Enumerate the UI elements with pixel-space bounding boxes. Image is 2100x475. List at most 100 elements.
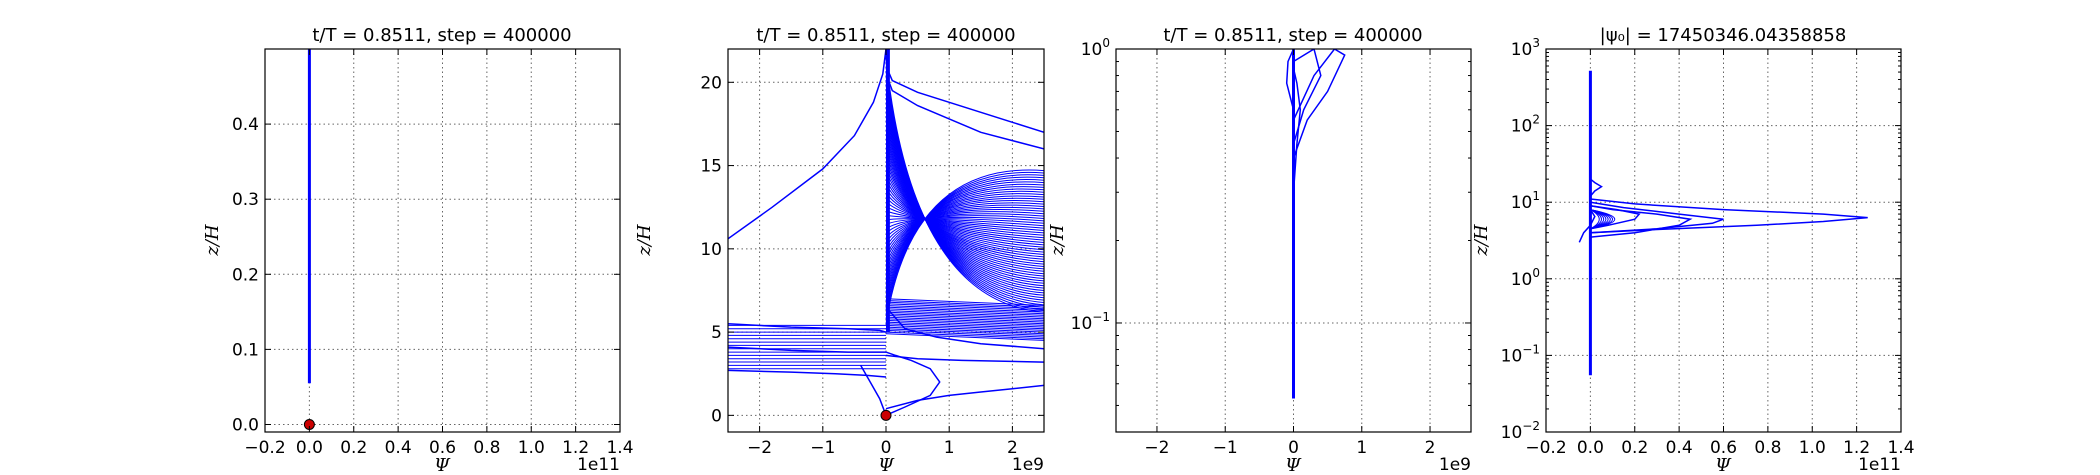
subplot-1-y-tick-label-3: 0.3: [232, 190, 259, 210]
subplot-2-fan-line-48: [885, 195, 1044, 275]
subplot-4-y-tick-label-2: 100: [1511, 266, 1540, 290]
subplot-1-x-tick-label-7: 1.2: [562, 438, 589, 458]
subplot-2-right-band-line-21: [885, 298, 1044, 306]
subplot-4-series-line-5: [1589, 178, 1603, 197]
subplot-2-y-tick-label-0: 0: [711, 406, 722, 426]
subplot-2-x-scale-label: 1e9: [1012, 455, 1044, 475]
subplot-2-fan-line-35: [885, 214, 1044, 229]
subplot-2-right-band-line-8: [885, 319, 1044, 328]
subplot-2-fan-line-34: [885, 210, 1044, 231]
subplot-4-series-line-6: [1590, 201, 1724, 234]
subplot-2-x-tick-label-1: −1: [810, 438, 835, 458]
subplot-2-series-line-3: [885, 306, 1044, 350]
subplot-2-x-tick-label-3: 1: [944, 438, 955, 458]
subplot-2-fan-line-19: [885, 142, 1044, 267]
subplot-4-y-tick-label-5: 103: [1511, 36, 1540, 60]
subplot-2-right-band-line-9: [885, 318, 1044, 326]
subplot-2-y-tick-label-3: 15: [700, 157, 722, 177]
subplot-2-right-band-line-6: [885, 323, 1044, 331]
subplot-4-series-line-3: [1590, 204, 1641, 230]
subplot-2-fan-line-53: [885, 183, 1044, 297]
subplot-2-right-band-line-19: [885, 301, 1044, 310]
subplot-2-fan-line-39: [885, 215, 1044, 234]
subplot-2-right-band-line-1: [885, 331, 1044, 340]
subplot-4-xlabel: Ψ: [1715, 455, 1732, 475]
subplot-2-x-tick-label-4: 2: [1007, 438, 1018, 458]
subplot-2-x-tick-label-0: −2: [747, 438, 772, 458]
subplot-2-series-line-8: [860, 365, 887, 416]
subplot-2-fan-line-37: [885, 218, 1044, 225]
subplot-1-ylabel: z/H: [202, 224, 223, 257]
subplot-4-y-tick-label-4: 102: [1511, 113, 1540, 137]
subplot-2-right-band-line-16: [885, 306, 1044, 315]
subplot-2-right-band-line-2: [885, 329, 1044, 338]
subplot-2-y-tick-label-2: 10: [700, 240, 722, 260]
subplot-1-x-tick-label-3: 0.4: [385, 438, 412, 458]
subplot-2-fan-line-20: [885, 147, 1044, 265]
subplot-4-x-tick-label-4: 0.6: [1710, 438, 1737, 458]
subplot-4-x-tick-label-2: 0.2: [1621, 438, 1648, 458]
subplot-2-fan-line-46: [885, 200, 1044, 266]
subplot-1-x-tick-label-1: 0.0: [296, 438, 323, 458]
subplot-2-fan-line-36: [885, 218, 1044, 227]
subplot-1-x-tick-label-0: −0.2: [244, 438, 285, 458]
subplot-2-right-band-line-11: [885, 314, 1044, 323]
subplot-3-series-line-4: [1292, 68, 1302, 193]
subplot-1-x-tick-label-2: 0.2: [340, 438, 367, 458]
subplot-1: t/T = 0.8511, step = 400000 Ψ z/H 1e11 −…: [202, 25, 634, 475]
subplot-2-fan-line-45: [885, 202, 1044, 261]
subplot-3-x-tick-label-2: 0: [1288, 438, 1299, 458]
subplot-3-series-line-2: [1292, 49, 1322, 145]
subplot-2-right-band-line-5: [885, 324, 1044, 333]
subplot-1-x-tick-label-8: 1.4: [606, 438, 633, 458]
subplot-2-fan-line-47: [885, 197, 1044, 270]
subplot-2-fan-line-41: [885, 211, 1044, 243]
subplot-2-series-line-9: [885, 351, 941, 416]
subplot-2-y-tick-label-4: 20: [700, 73, 722, 93]
subplot-2-fan-line-43: [885, 206, 1044, 252]
subplot-4-series-line-4: [1578, 209, 1596, 243]
subplot-2-fan-line-27: [885, 179, 1044, 248]
subplot-2-ylabel: z/H: [634, 224, 655, 257]
subplot-4-x-tick-label-0: −0.2: [1525, 438, 1566, 458]
subplot-2-fan-line-40: [885, 213, 1044, 239]
subplot-1-title: t/T = 0.8511, step = 400000: [312, 25, 571, 46]
subplot-2-fan-line-44: [885, 204, 1044, 257]
subplot-4-x-tick-label-3: 0.4: [1666, 438, 1693, 458]
subplot-4-y-tick-label-0: 10−2: [1501, 419, 1540, 443]
subplot-2-fan-line-33: [885, 205, 1044, 234]
subplot-4-y-tick-label-3: 101: [1511, 189, 1540, 213]
subplot-2-right-band-line-10: [885, 316, 1044, 325]
subplot-2-right-band-line-13: [885, 311, 1044, 320]
subplot-4-ylabel: z/H: [1471, 224, 1492, 257]
subplot-4-x-scale-label: 1e11: [1858, 455, 1901, 475]
subplot-4-series-line-1: [1590, 198, 1868, 234]
subplot-3-y-tick-label-0: 10−1: [1071, 310, 1110, 334]
subplot-2-fan-line-28: [885, 183, 1044, 246]
subplot-2-right-band-line-0: [885, 333, 1044, 341]
subplot-2-fan-line-54: [885, 181, 1044, 302]
subplot-4-x-tick-label-1: 0.0: [1577, 438, 1604, 458]
subplot-3-xlabel: Ψ: [1285, 455, 1302, 475]
subplot-3-x-tick-label-4: 2: [1425, 438, 1436, 458]
subplot-1-x-tick-label-5: 0.8: [473, 438, 500, 458]
subplot-3: t/T = 0.8511, step = 400000 Ψ z/H 1e9 −2…: [1047, 25, 1472, 475]
subplot-2-fan-line-29: [885, 188, 1044, 243]
subplot-2-fan-line-51: [885, 188, 1044, 288]
subplot-3-ylabel: z/H: [1047, 224, 1068, 257]
subplot-3-y-tick-label-1: 100: [1081, 36, 1110, 60]
subplot-2-fan-line-31: [885, 196, 1044, 239]
subplot-3-series-line-3: [1285, 49, 1295, 110]
subplot-4-x-tick-label-5: 0.8: [1754, 438, 1781, 458]
subplot-2-x-tick-label-2: 0: [881, 438, 892, 458]
subplot-3-x-tick-label-0: −2: [1144, 438, 1169, 458]
subplot-2-xlabel: Ψ: [878, 455, 895, 475]
subplot-2-fan-line-42: [885, 209, 1044, 248]
subplot-2-fan-line-18: [885, 138, 1044, 270]
subplot-2: t/T = 0.8511, step = 400000 Ψ z/H 1e9 −2…: [634, 25, 1045, 475]
subplot-1-y-tick-label-0: 0.0: [232, 415, 259, 435]
subplot-3-x-scale-label: 1e9: [1439, 455, 1471, 475]
subplot-4-x-tick-label-8: 1.4: [1887, 438, 1914, 458]
subplot-2-y-tick-label-1: 5: [711, 323, 722, 343]
